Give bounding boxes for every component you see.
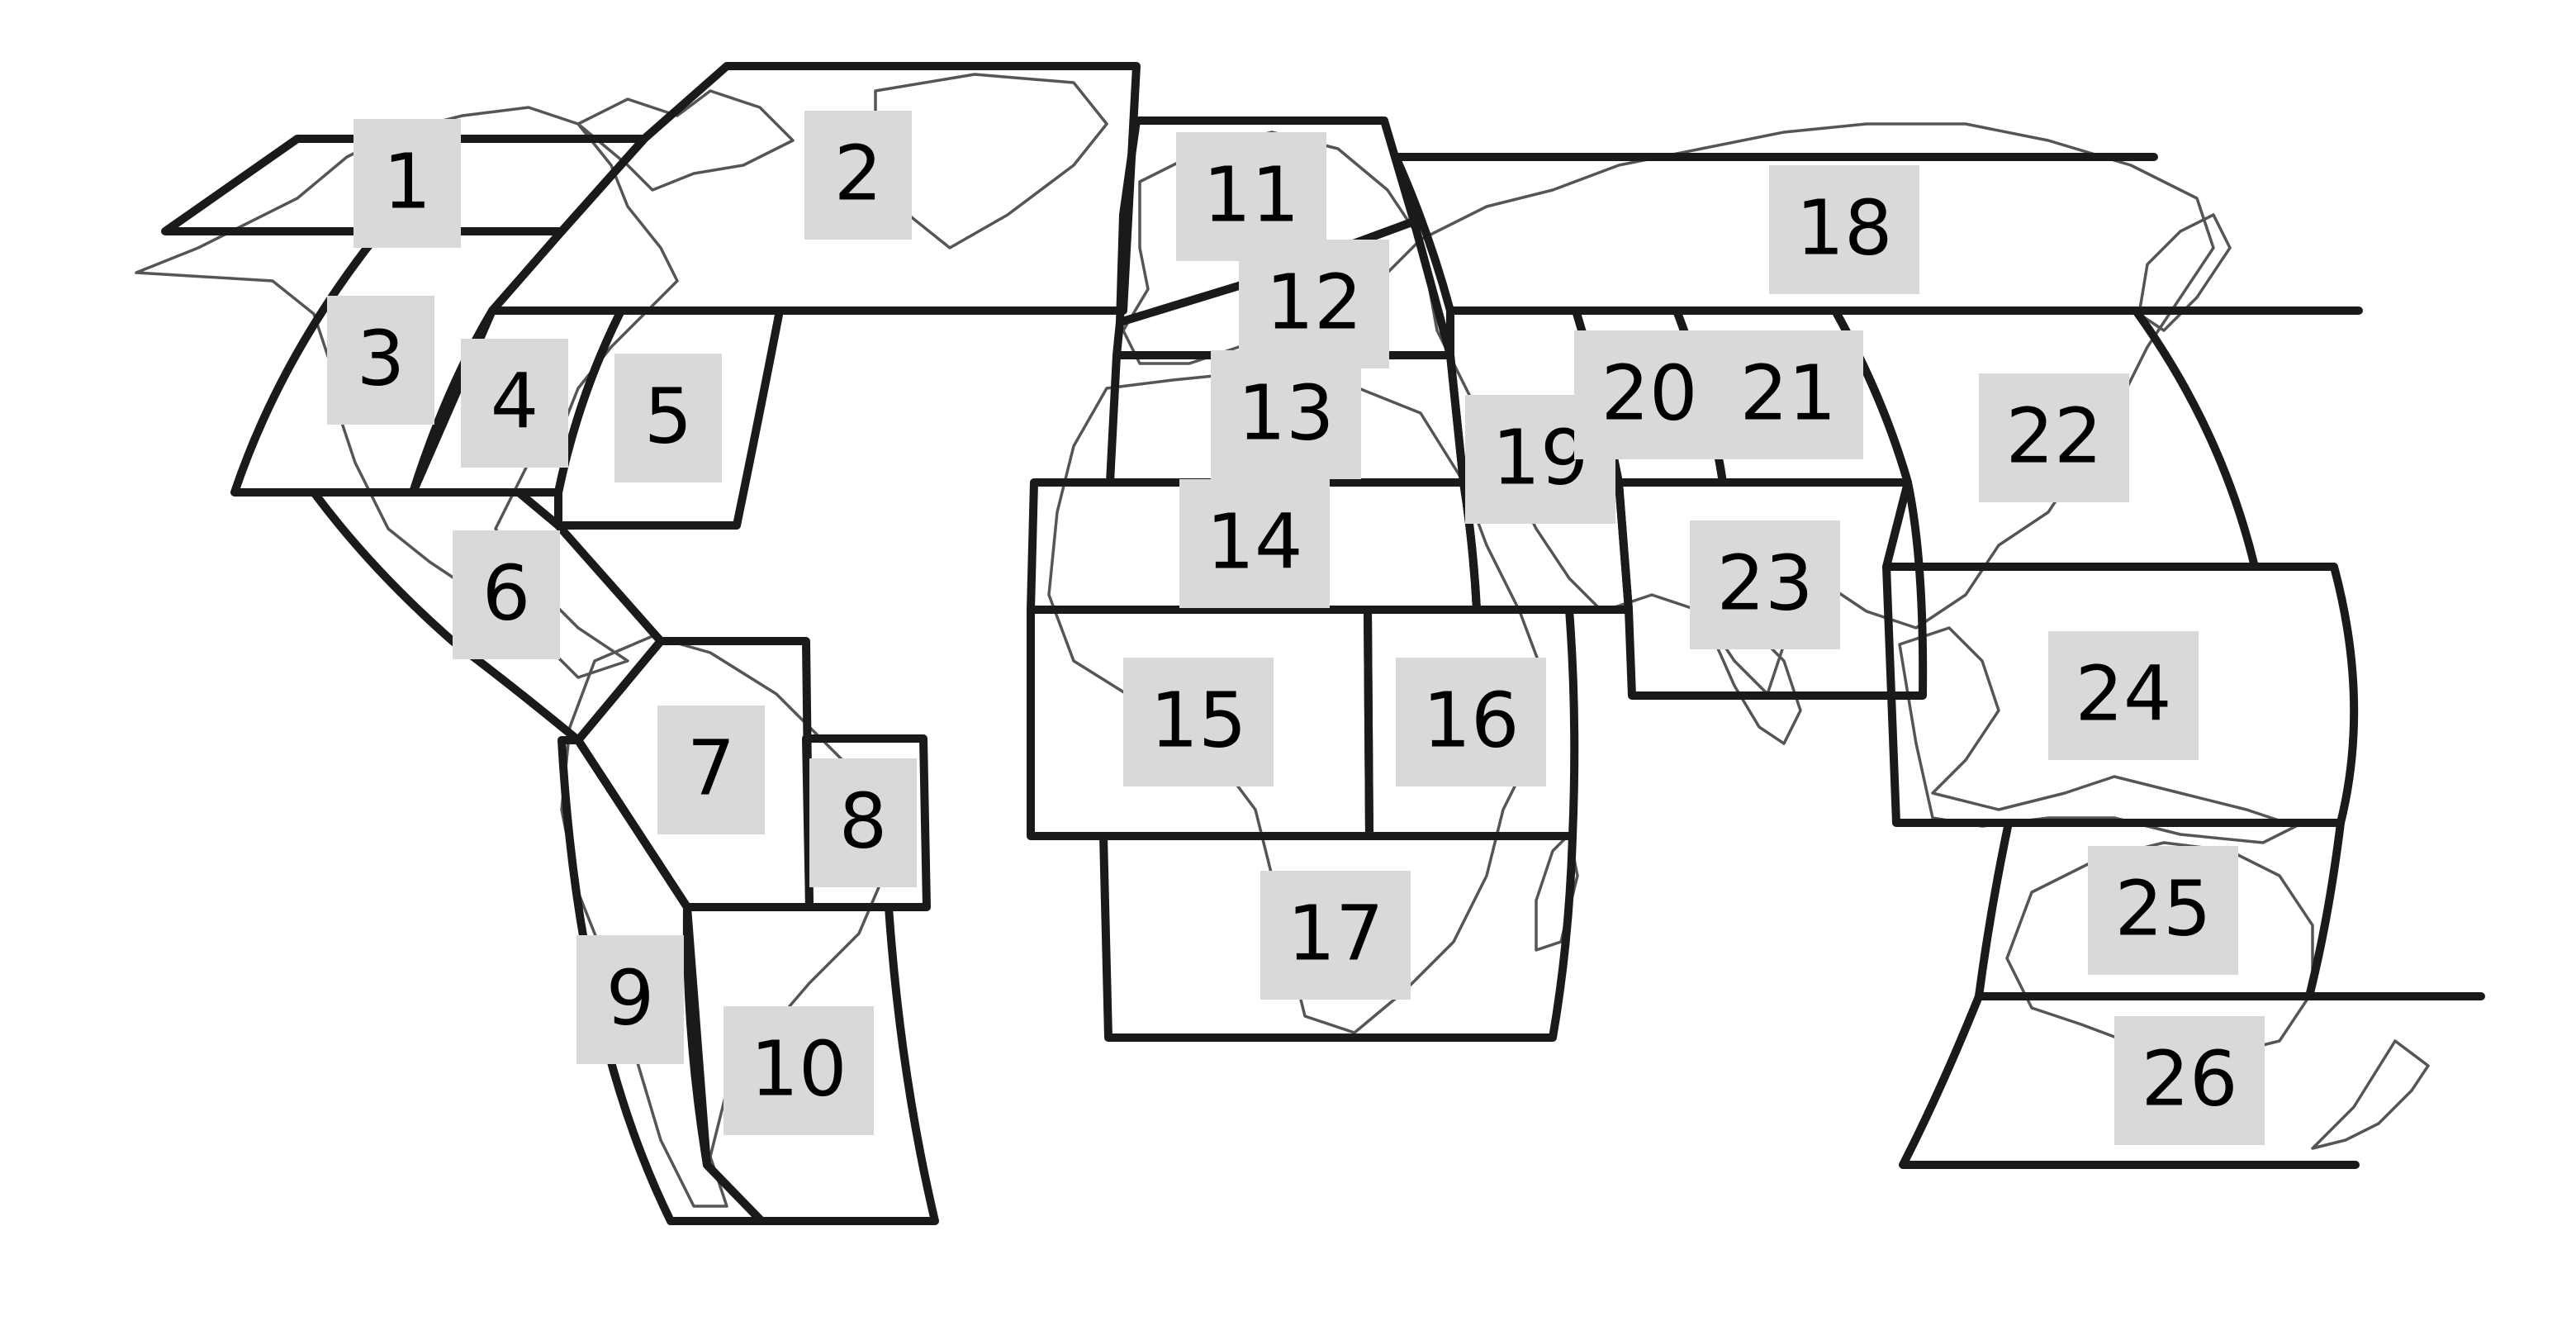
- region-label-4-text: 4: [491, 358, 539, 446]
- region-label-23-text: 23: [1716, 539, 1813, 628]
- region-label-1-text: 1: [383, 138, 432, 226]
- coastline-australia: [2005, 841, 2314, 1059]
- region-label-9[interactable]: 9: [576, 935, 684, 1064]
- region-label-16-text: 16: [1422, 677, 1519, 765]
- region-16-boundary: [1364, 606, 1579, 840]
- region-label-21-text: 21: [1739, 349, 1836, 438]
- region-label-23[interactable]: 23: [1690, 520, 1840, 649]
- region-label-11-text: 11: [1203, 151, 1299, 240]
- region-label-24-text: 24: [2075, 650, 2171, 739]
- region-label-17[interactable]: 17: [1260, 871, 1411, 1000]
- region-label-15[interactable]: 15: [1123, 658, 1274, 786]
- region-5-boundary: [554, 306, 784, 530]
- region-label-14-text: 14: [1206, 498, 1302, 587]
- region-label-13-text: 13: [1237, 369, 1334, 458]
- region-label-22-text: 22: [2005, 392, 2102, 481]
- region-label-26-text: 26: [2141, 1035, 2237, 1124]
- region-label-1[interactable]: 1: [353, 119, 461, 248]
- coastline-new-zealand: [2311, 1039, 2430, 1150]
- region-3-boundary: [230, 227, 566, 497]
- region-label-13[interactable]: 13: [1211, 350, 1361, 479]
- region-label-3[interactable]: 3: [327, 296, 434, 425]
- region-23-boundary: [1615, 478, 1928, 700]
- coastline-africa: [1047, 370, 1546, 1034]
- region-label-8-text: 8: [839, 777, 888, 866]
- region-label-24[interactable]: 24: [2048, 631, 2199, 760]
- region-label-3-text: 3: [357, 315, 406, 403]
- region-label-5-text: 5: [644, 373, 693, 461]
- region-label-16[interactable]: 16: [1396, 658, 1546, 786]
- region-label-7[interactable]: 7: [657, 706, 765, 834]
- region-labels: 1 2 3 4 5 6 7 8 9 10 11 12 13 14 15 16 1…: [327, 111, 2265, 1145]
- region-label-18[interactable]: 18: [1769, 165, 1919, 294]
- region-10-boundary: [682, 903, 939, 1225]
- region-label-10-text: 10: [750, 1025, 847, 1114]
- region-label-26[interactable]: 26: [2114, 1016, 2265, 1145]
- coastline-asia: [1419, 122, 2215, 696]
- region-label-17-text: 17: [1287, 890, 1383, 978]
- region-label-18-text: 18: [1796, 184, 1892, 273]
- region-8-boundary: [802, 734, 931, 911]
- region-label-5[interactable]: 5: [614, 354, 722, 482]
- region-label-7-text: 7: [687, 725, 736, 813]
- region-label-12[interactable]: 12: [1239, 240, 1389, 368]
- region-label-14[interactable]: 14: [1179, 479, 1330, 608]
- region-17-boundary: [1099, 832, 1577, 1042]
- region-label-12-text: 12: [1265, 259, 1362, 347]
- region-label-2[interactable]: 2: [804, 111, 912, 240]
- region-label-6[interactable]: 6: [453, 530, 560, 659]
- region-label-4[interactable]: 4: [461, 339, 568, 468]
- region-label-21[interactable]: 21: [1713, 330, 1863, 459]
- region-label-8[interactable]: 8: [809, 758, 917, 887]
- region-label-20-text: 20: [1601, 349, 1697, 438]
- region-26-boundary: [1899, 992, 2485, 1169]
- coastline-arctic-islands: [576, 89, 795, 192]
- region-label-2-text: 2: [834, 130, 883, 218]
- region-label-25[interactable]: 25: [2088, 846, 2238, 975]
- region-label-9-text: 9: [606, 954, 655, 1043]
- region-label-19-text: 19: [1492, 414, 1588, 502]
- region-label-6-text: 6: [482, 549, 531, 638]
- region-12-boundary: [1112, 217, 1454, 359]
- region-label-20[interactable]: 20: [1574, 330, 1724, 459]
- region-label-15-text: 15: [1150, 677, 1246, 765]
- region-label-25-text: 25: [2114, 865, 2211, 953]
- region-label-10[interactable]: 10: [723, 1006, 874, 1135]
- region-label-22[interactable]: 22: [1979, 373, 2129, 502]
